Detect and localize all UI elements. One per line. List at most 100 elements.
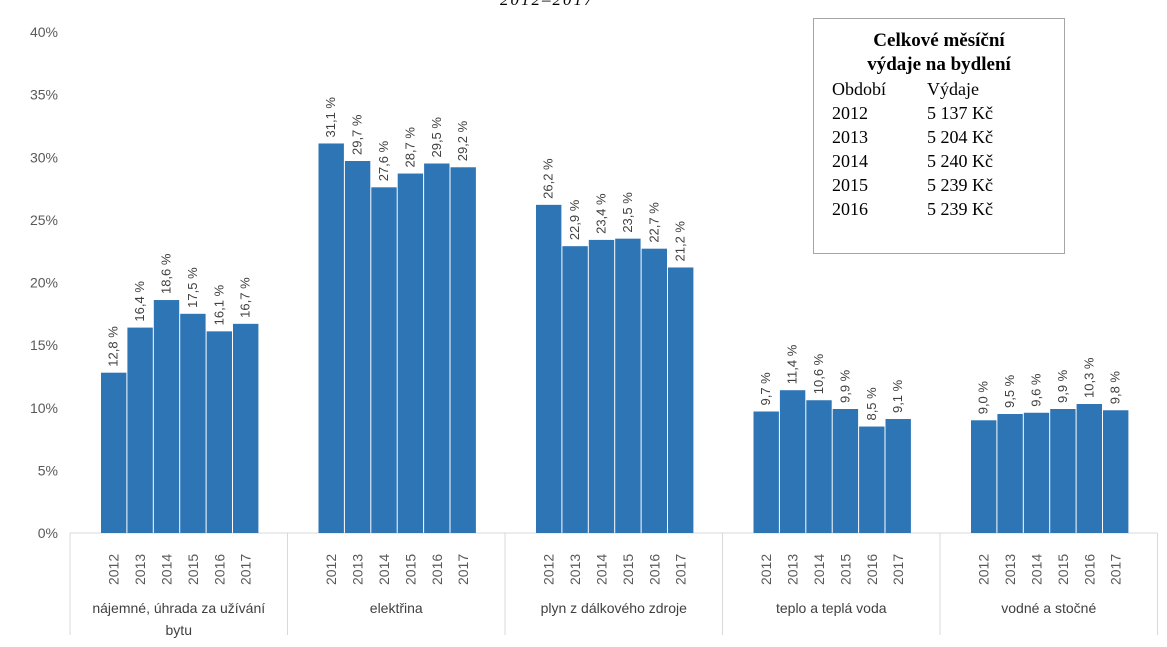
period-cell: 2015	[832, 175, 868, 195]
spend-cell: 5 239 Kč	[927, 175, 993, 195]
bar	[832, 409, 859, 533]
bar	[562, 246, 588, 534]
data-label: 9,9 %	[837, 369, 852, 403]
period-cell: 2014	[832, 151, 868, 171]
y-tick-label: 25%	[30, 212, 58, 228]
category-label: vodné a stočné	[1001, 600, 1096, 616]
info-box-row: 2013 5 204 Kč	[832, 125, 1064, 149]
x-year-label: 2014	[594, 554, 610, 585]
data-label: 29,5 %	[429, 117, 444, 158]
bar	[1023, 412, 1050, 533]
y-tick-label: 40%	[30, 24, 58, 40]
plot-area: 0% 5% 10% 15% 20% 25% 30% 35% 40% 12,8 % 2012 16,4 …	[30, 24, 1158, 638]
x-year-label: 2012	[976, 554, 992, 585]
bar	[1103, 410, 1129, 533]
spend-cell: 5 204 Kč	[927, 127, 993, 147]
data-label: 9,1 %	[890, 379, 905, 413]
x-year-label: 2013	[567, 554, 583, 585]
x-year-label: 2016	[1081, 554, 1097, 585]
x-year-label: 2016	[429, 554, 445, 585]
x-year-label: 2014	[159, 554, 175, 585]
category-label: nájemné, úhrada za užívání	[92, 600, 265, 616]
bar	[753, 411, 779, 533]
bar	[1076, 403, 1102, 533]
info-box-header: Období Výdaje	[832, 77, 1064, 101]
y-tick-label: 5%	[38, 462, 58, 478]
bar	[536, 204, 562, 533]
data-label: 29,7 %	[350, 114, 365, 155]
x-year-label: 2015	[185, 554, 201, 585]
y-tick-label: 30%	[30, 149, 58, 165]
chart-subtitle-fragment: 2012–2017	[500, 0, 595, 10]
data-label: 9,0 %	[976, 381, 991, 415]
info-box-row: 2016 5 239 Kč	[832, 197, 1064, 221]
category-label: elektřina	[370, 600, 423, 616]
info-box-title-line1: Celkové měsíční	[873, 30, 1005, 51]
data-label: 29,2 %	[455, 120, 470, 161]
data-label: 31,1 %	[323, 97, 338, 138]
bar	[180, 313, 206, 533]
x-year-label: 2015	[837, 554, 853, 585]
bar	[450, 167, 476, 533]
x-year-label: 2012	[106, 554, 122, 585]
info-box-row: 2012 5 137 Kč	[832, 101, 1064, 125]
data-label: 22,7 %	[646, 202, 661, 243]
data-label: 9,5 %	[1002, 374, 1017, 408]
data-label: 10,3 %	[1081, 357, 1096, 398]
bar	[997, 414, 1023, 533]
data-label: 9,8 %	[1108, 371, 1123, 405]
x-year-label: 2015	[620, 554, 636, 585]
x-year-label: 2015	[402, 554, 418, 585]
bar	[344, 161, 371, 533]
data-label: 9,9 %	[1055, 369, 1070, 403]
data-label: 16,4 %	[132, 281, 147, 322]
x-year-label: 2017	[890, 554, 906, 585]
x-year-label: 2012	[541, 554, 557, 585]
monthly-expenses-box: Celkové měsíční výdaje na bydlení Období…	[813, 18, 1065, 254]
bar	[206, 331, 232, 533]
period-cell: 2012	[832, 103, 868, 123]
x-year-label: 2016	[211, 554, 227, 585]
y-tick-label: 15%	[30, 337, 58, 353]
x-year-label: 2016	[864, 554, 880, 585]
x-year-label: 2016	[646, 554, 662, 585]
x-year-label: 2017	[455, 554, 471, 585]
data-label: 28,7 %	[402, 127, 417, 168]
bar	[971, 420, 997, 533]
info-box-title-line2: výdaje na bydlení	[867, 54, 1011, 75]
period-header: Období	[832, 79, 886, 99]
data-label: 22,9 %	[567, 199, 582, 240]
bar	[641, 248, 667, 533]
info-box-row: 2015 5 239 Kč	[832, 173, 1064, 197]
bar	[318, 143, 344, 533]
data-label: 21,2 %	[673, 221, 688, 262]
x-year-label: 2013	[785, 554, 801, 585]
bar	[668, 267, 694, 533]
x-year-label: 2012	[323, 554, 339, 585]
bar	[424, 163, 450, 533]
period-cell: 2016	[832, 199, 868, 219]
y-tick-label: 20%	[30, 275, 58, 291]
spend-cell: 5 137 Kč	[927, 103, 993, 123]
bar	[397, 173, 424, 533]
x-year-label: 2013	[1002, 554, 1018, 585]
spend-header: Výdaje	[927, 79, 979, 99]
bar	[233, 323, 259, 533]
bar	[859, 426, 885, 533]
x-year-label: 2012	[758, 554, 774, 585]
bar	[806, 400, 832, 533]
y-tick-label: 0%	[38, 525, 58, 541]
spend-cell: 5 240 Kč	[927, 151, 993, 171]
bar	[588, 239, 615, 534]
x-year-label: 2014	[1029, 554, 1045, 585]
y-tick-label: 10%	[30, 400, 58, 416]
info-box-row: 2014 5 240 Kč	[832, 149, 1064, 173]
bar	[371, 187, 397, 533]
x-year-label: 2017	[1108, 554, 1124, 585]
period-cell: 2013	[832, 127, 868, 147]
bar	[1050, 409, 1076, 533]
data-label: 9,7 %	[758, 372, 773, 406]
category-label: bytu	[166, 622, 192, 638]
x-year-label: 2017	[238, 554, 254, 585]
